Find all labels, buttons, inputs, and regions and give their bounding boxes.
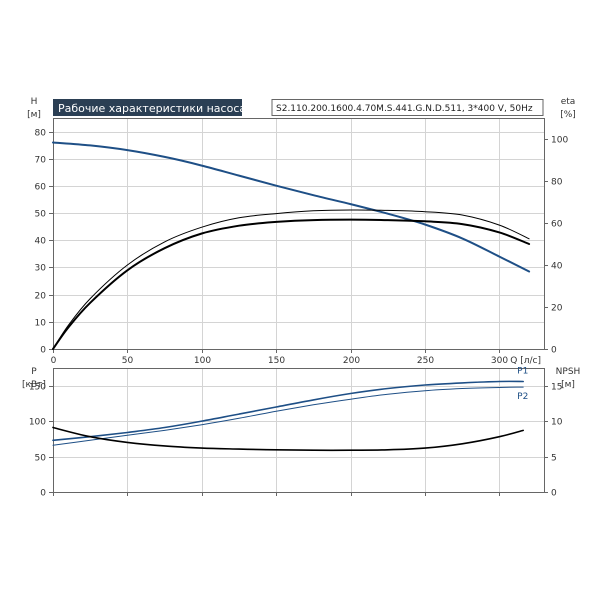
series-p1-label: P1: [517, 366, 528, 376]
y-right-tick-label: 80: [551, 178, 563, 188]
y-left-tick-label: 50: [35, 210, 47, 220]
y-left-axis-title: H: [31, 97, 38, 107]
head-efficiency-chart: 0 50 100 150 200 250 300 0 10 20 30 40 50 60 70 80 0 20 40…: [27, 97, 576, 366]
y-right-tick-label: 0: [551, 346, 557, 356]
y-left-tick-label: 30: [35, 264, 47, 274]
y-left-tick-label: 0: [40, 346, 46, 356]
y-left-tick-label: 40: [35, 237, 47, 247]
y-left-tick-label: 50: [35, 454, 47, 464]
series-p2-label: P2: [517, 392, 528, 402]
series-p2-line: [52, 386, 524, 446]
series-0-1-line: [52, 209, 530, 350]
plot-frame: [53, 118, 545, 350]
y-right-tick-label: 20: [551, 304, 563, 314]
y-left-tick-label: 20: [35, 292, 47, 302]
y-right-tick-label: 40: [551, 262, 563, 272]
x-tick-label: 150: [268, 356, 285, 366]
y-right-axis-title: NPSH: [556, 367, 581, 377]
series-0-2-line: [52, 218, 531, 350]
pump-model-label: S2.110.200.1600.4.70M.S.441.G.N.D.511, 3…: [276, 104, 533, 114]
header: Рабочие характеристики насоса S2.110.200…: [53, 99, 544, 116]
series-0-0-line: [52, 141, 531, 273]
x-tick-label: 100: [194, 356, 211, 366]
x-tick-label: 200: [343, 356, 360, 366]
plot-frame: [53, 368, 545, 493]
y-right-tick-label: 10: [551, 418, 563, 428]
x-axis-title: Q [л/с]: [510, 356, 541, 366]
y-right-axis-unit: [%]: [560, 110, 576, 120]
x-tick-label: 0: [51, 356, 57, 366]
y-right-axis-unit: [м]: [561, 380, 575, 390]
y-right-tick-label: 15: [551, 383, 562, 393]
y-right-tick-label: 0: [551, 489, 557, 499]
x-tick-label: 50: [122, 356, 134, 366]
y-left-axis-unit: [м]: [27, 110, 41, 120]
y-left-tick-label: 10: [35, 319, 47, 329]
y-left-tick-label: 80: [35, 129, 47, 139]
series-p1-line: [52, 380, 524, 442]
y-right-tick-label: 5: [551, 454, 557, 464]
title-background: [53, 99, 242, 116]
y-left-axis-title: P: [31, 367, 37, 377]
chart-title: Рабочие характеристики насоса: [58, 102, 246, 115]
power-npsh-chart: 0 50 100 150 0 5 10 15 P [кВт] NPSH [м] P1 P2: [22, 366, 580, 498]
y-right-tick-label: 60: [551, 220, 563, 230]
x-tick-label: 250: [417, 356, 434, 366]
y-left-tick-label: 150: [29, 383, 46, 393]
series-1-2-line: [52, 426, 524, 452]
x-tick-label: 300: [491, 356, 508, 366]
y-left-tick-label: 70: [35, 156, 47, 166]
y-left-tick-label: 100: [29, 418, 46, 428]
y-left-axis-unit: [кВт]: [22, 380, 46, 390]
y-right-tick-label: 100: [551, 136, 568, 146]
y-right-axis-title: eta: [561, 97, 576, 107]
y-left-tick-label: 0: [40, 489, 46, 499]
model-box: [271, 99, 544, 116]
y-left-tick-label: 60: [35, 183, 47, 193]
